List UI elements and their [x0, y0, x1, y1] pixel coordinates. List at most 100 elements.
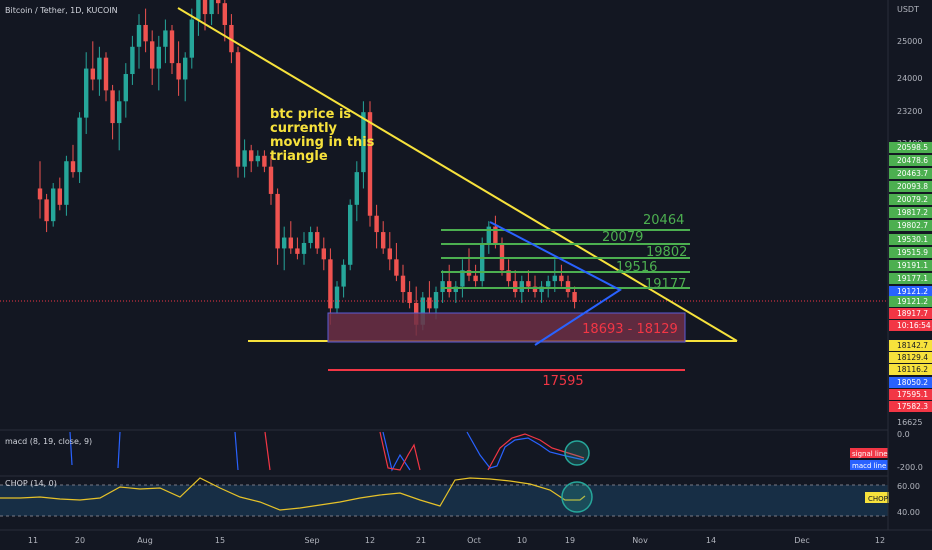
candle-body — [460, 270, 465, 287]
price-label-text: 17582.3 — [897, 402, 928, 411]
time-tick-6: 21 — [416, 536, 426, 545]
svg-text:currently: currently — [270, 121, 338, 136]
currency-label: USDT — [897, 5, 919, 14]
level-label-19177: 19177 — [645, 277, 686, 292]
time-tick-9: 19 — [565, 536, 575, 545]
candle-body — [387, 248, 392, 260]
svg-text:macd line: macd line — [852, 462, 886, 470]
candle-body — [301, 242, 307, 254]
candle-body — [117, 101, 122, 124]
candle-body — [381, 232, 386, 249]
candle-body — [486, 226, 491, 243]
candle-body — [222, 3, 227, 25]
candle-body — [295, 248, 300, 254]
candle-body — [77, 117, 82, 173]
chop-title: CHOP (14, 0) — [5, 479, 57, 488]
candle-body — [262, 155, 267, 167]
svg-text:triangle: triangle — [270, 149, 328, 164]
price-label-box — [889, 234, 932, 245]
price-label-box — [889, 273, 932, 284]
price-label-stack: 20598.5 20478.6 20463.7 20093.8 20079.2 19817… — [889, 142, 932, 412]
price-label-text: 18917.7 — [897, 309, 928, 318]
level-label-17595: 17595 — [542, 374, 583, 389]
candle-body — [202, 0, 208, 15]
price-label-box — [889, 247, 932, 258]
price-tick-23200: 23200 — [897, 107, 922, 116]
macd-pane[interactable]: macd (8, 19, close, 9) signal line macd … — [0, 429, 923, 472]
candle-body — [150, 41, 155, 69]
macd-highlight-circle — [564, 440, 590, 466]
chop-pane[interactable]: CHOP (14, 0) CHOP 60.00 40.00 — [0, 475, 920, 517]
macd-axis-tick-1: -200.0 — [897, 463, 923, 472]
candle-body — [354, 172, 359, 205]
annotation-text[interactable]: btc price is currently moving in this tr… — [270, 107, 375, 164]
svg-text:moving in this: moving in this — [270, 135, 375, 150]
chop-line — [0, 477, 586, 511]
time-axis[interactable]: 11 20 Aug 15 Sep 12 21 Oct 10 19 Nov 14 … — [0, 529, 932, 545]
candle-body — [493, 226, 498, 243]
candle-body — [84, 68, 89, 118]
price-label-text: 19802.7 — [897, 221, 928, 230]
time-tick-7: Oct — [467, 536, 481, 545]
candle-body — [143, 24, 148, 42]
price-label-text: 20598.5 — [897, 143, 928, 152]
signal-line — [264, 431, 585, 471]
candle-body — [90, 68, 95, 80]
candle-body — [209, 0, 214, 15]
candle-body — [130, 46, 135, 75]
candle-body — [334, 286, 340, 309]
candle-body — [282, 237, 287, 249]
candle-body — [552, 275, 557, 282]
time-tick-12: Dec — [794, 536, 809, 545]
candle-body — [374, 215, 379, 233]
time-tick-1: 20 — [75, 536, 85, 545]
price-label-box — [889, 286, 932, 297]
price-label-box — [889, 340, 932, 351]
main-pane[interactable]: 18693 - 18129 20464 20079 19802 19516 19… — [0, 0, 888, 389]
price-label-text: 18142.7 — [897, 341, 928, 350]
candle-body — [196, 0, 201, 20]
price-label-text: 10:16:54 — [897, 321, 931, 330]
candle-body — [433, 292, 439, 309]
support-zone-label: 18693 - 18129 — [582, 322, 678, 337]
price-label-text: 18116.2 — [897, 365, 928, 374]
price-label-box — [889, 296, 932, 307]
blue-wedge[interactable] — [489, 221, 622, 346]
candle-body — [183, 57, 188, 80]
triangle-upper-trendline[interactable] — [177, 7, 738, 342]
price-label-text: 19530.1 — [897, 235, 928, 244]
support-zone[interactable] — [327, 312, 686, 343]
candle-body — [519, 281, 524, 293]
candle-body — [367, 112, 373, 216]
candle-body — [156, 46, 161, 69]
macd-legend-macd: macd line — [850, 460, 888, 470]
price-label-text: 19177.1 — [897, 274, 928, 283]
price-label-text: 19515.9 — [897, 248, 928, 257]
candle-body — [420, 297, 425, 325]
candle-body — [361, 112, 366, 173]
price-label-text: 19121.2 — [897, 297, 928, 306]
candle-body — [394, 259, 399, 276]
chop-band — [0, 485, 888, 516]
price-label-box — [889, 155, 932, 166]
candle-body — [539, 286, 544, 293]
candle-body — [532, 286, 538, 293]
price-label-box — [889, 364, 932, 375]
candle-body — [341, 264, 346, 287]
candle-body — [440, 281, 445, 293]
price-axis[interactable]: USDT 25000 24000 23200 22400 16625 20598… — [887, 0, 932, 530]
candle-body — [255, 155, 260, 162]
price-tick-16625: 16625 — [897, 418, 922, 427]
candle-body — [513, 281, 518, 293]
level-label-19802: 19802 — [646, 245, 687, 260]
price-label-box — [889, 168, 932, 179]
candle-body — [176, 63, 181, 80]
price-label-text: 18050.2 — [897, 378, 928, 387]
candle-body — [249, 150, 254, 162]
price-label-box — [889, 352, 932, 363]
price-label-text: 19121.2 — [897, 287, 928, 296]
time-tick-3: 15 — [215, 536, 225, 545]
chop-axis-tick-1: 40.00 — [897, 508, 920, 517]
